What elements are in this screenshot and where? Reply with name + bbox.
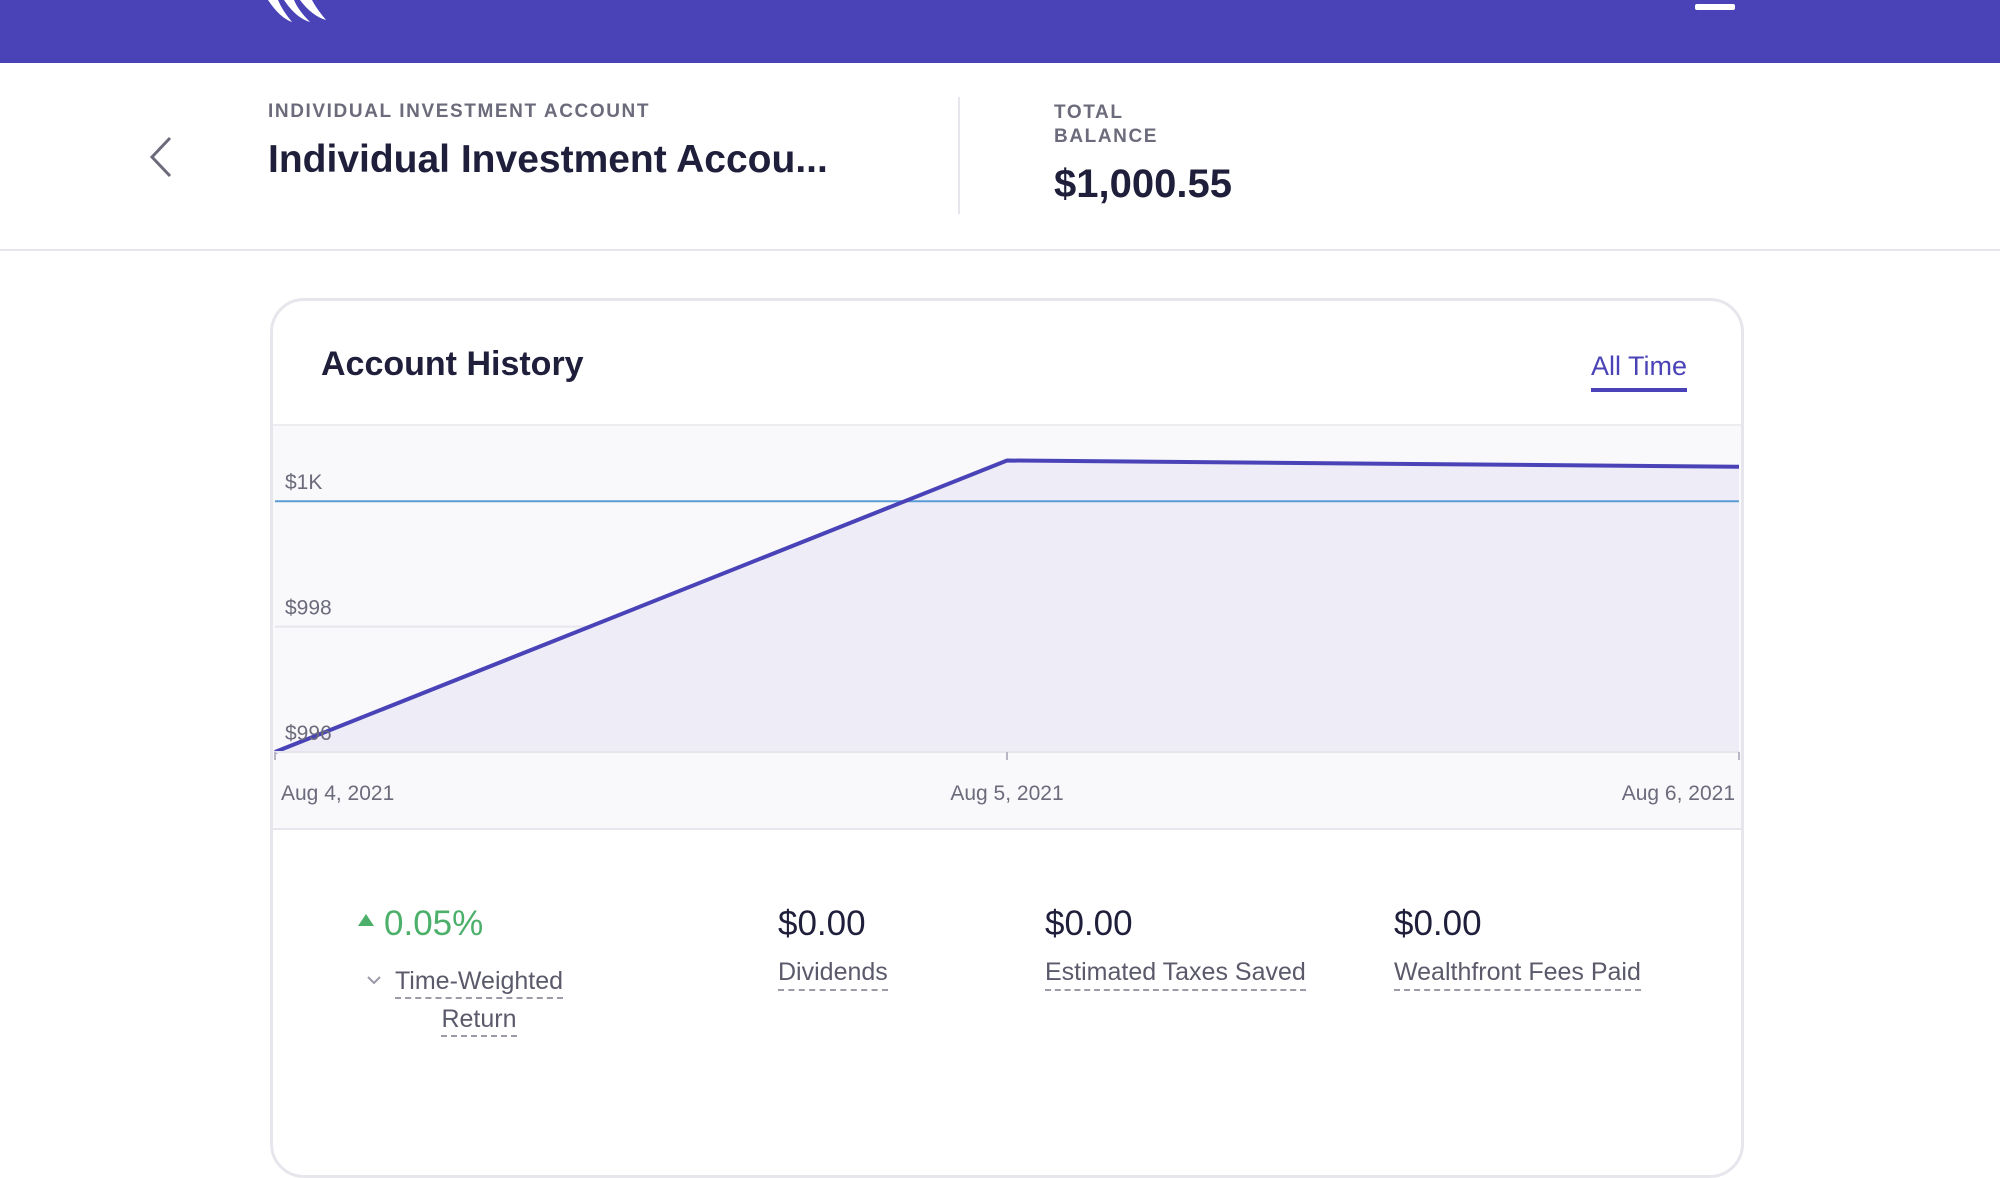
- x-tick-label: Aug 5, 2021: [950, 782, 1063, 805]
- account-header: INDIVIDUAL INVESTMENT ACCOUNT Individual…: [0, 63, 2000, 251]
- twr-value: 0.05%: [384, 904, 484, 943]
- stats-row: 0.05% Time-Weighted Return $0.00 Dividen…: [273, 830, 1741, 1130]
- taxes-label[interactable]: Estimated Taxes Saved: [1045, 958, 1306, 991]
- fees-label[interactable]: Wealthfront Fees Paid: [1394, 958, 1641, 991]
- top-nav-bar: [0, 0, 2000, 63]
- y-tick-label: $1K: [285, 471, 322, 494]
- twr-label[interactable]: Time-Weighted Return: [394, 967, 564, 1037]
- chart-bottom-divider: [273, 828, 1741, 830]
- card-divider: [273, 424, 1741, 426]
- chevron-down-icon[interactable]: [365, 974, 383, 986]
- up-arrow-icon: [358, 914, 374, 926]
- series-area: [275, 460, 1739, 752]
- account-name: Individual Investment Accou...: [268, 138, 828, 181]
- twr-stat: 0.05%: [358, 904, 483, 944]
- dividends-stat: $0.00 Dividends: [778, 904, 888, 991]
- chart-svg: $1K $998 $996 Aug 4, 2021 Aug 5, 2021 Aug 6, …: [274, 458, 1740, 805]
- chevron-left-icon[interactable]: [140, 130, 184, 184]
- total-balance-label: TOTAL BALANCE: [1054, 102, 1159, 147]
- dividends-label[interactable]: Dividends: [778, 958, 888, 991]
- header-divider: [958, 97, 960, 214]
- tab-all-time[interactable]: All Time: [1591, 351, 1688, 392]
- taxes-stat: $0.00 Estimated Taxes Saved: [1045, 904, 1306, 991]
- y-tick-label: $996: [285, 722, 332, 745]
- total-balance-value: $1,000.55: [1054, 162, 1232, 206]
- twr-value-row: 0.05%: [358, 904, 483, 944]
- hamburger-menu-icon[interactable]: [1693, 0, 1737, 14]
- x-tick-label: Aug 4, 2021: [281, 782, 394, 805]
- wealthfront-logo[interactable]: [266, 0, 338, 24]
- card-title: Account History: [321, 345, 584, 383]
- fees-stat: $0.00 Wealthfront Fees Paid: [1394, 904, 1641, 991]
- y-tick-label: $998: [285, 597, 332, 620]
- account-history-card: Account History All Time $1K $998 $996 Aug …: [270, 298, 1744, 1178]
- series-line: [274, 458, 1740, 754]
- account-type-label: INDIVIDUAL INVESTMENT ACCOUNT: [268, 101, 651, 122]
- x-tick-label: Aug 6, 2021: [1622, 782, 1735, 805]
- account-history-chart: $1K $998 $996 Aug 4, 2021 Aug 5, 2021 Aug 6, …: [273, 426, 1741, 828]
- taxes-value: $0.00: [1045, 904, 1133, 943]
- twr-label-wrap: Time-Weighted Return: [363, 962, 595, 1038]
- fees-value: $0.00: [1394, 904, 1482, 943]
- dividends-value: $0.00: [778, 904, 866, 943]
